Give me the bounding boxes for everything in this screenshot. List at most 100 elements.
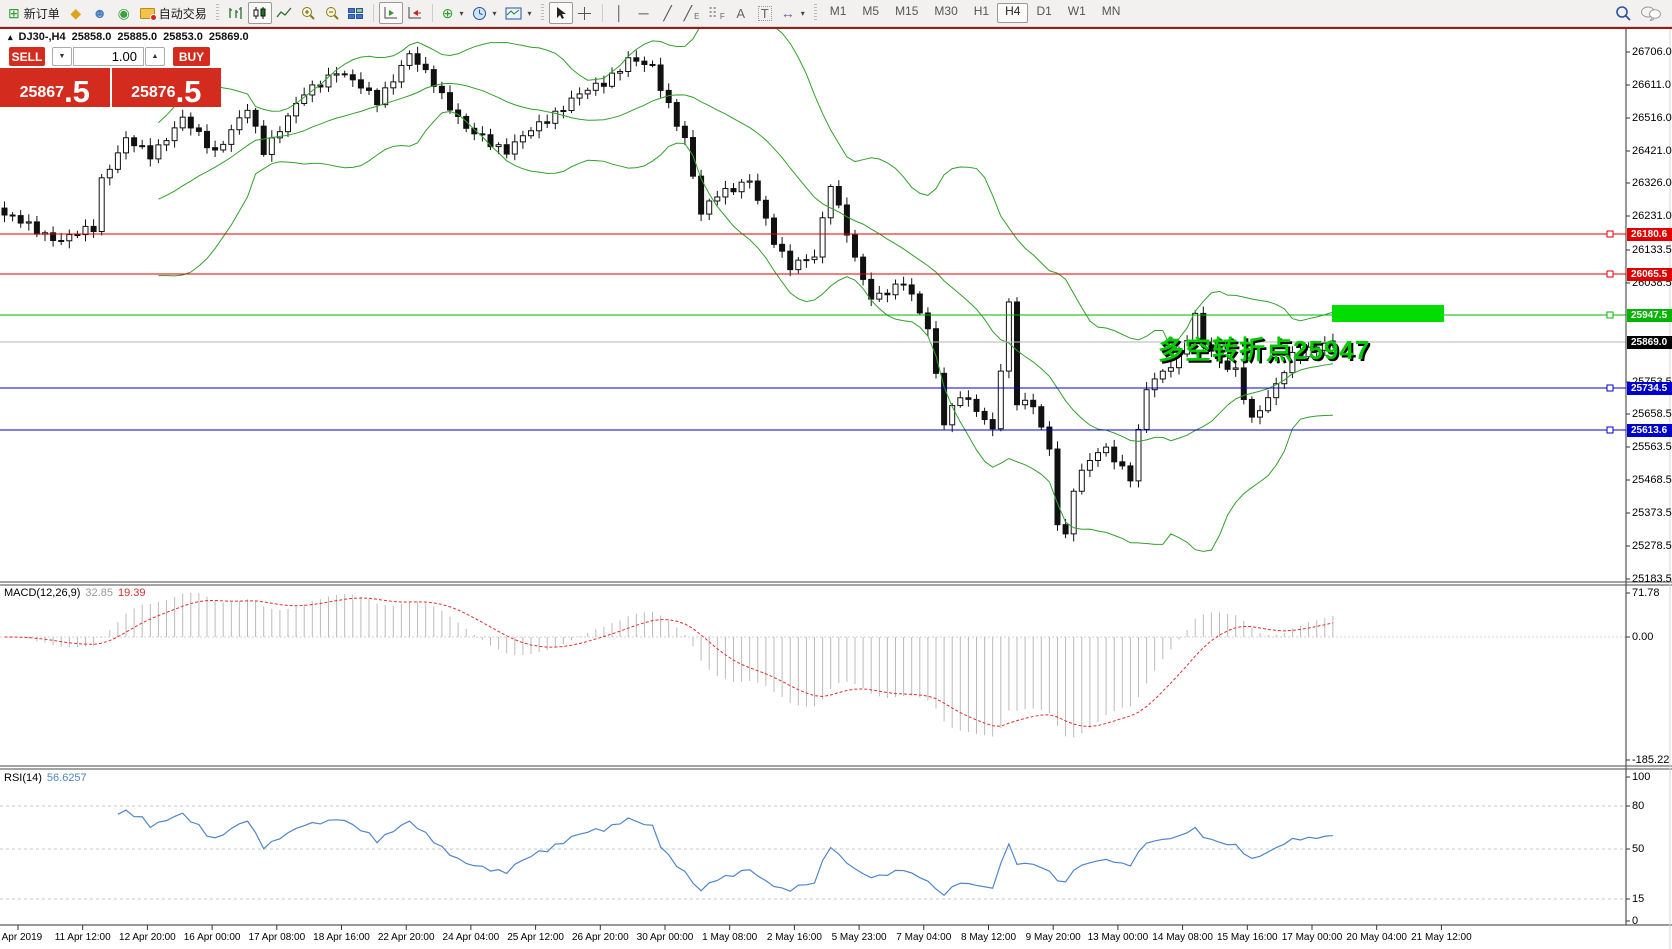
market-button[interactable]: ◆ <box>64 2 88 24</box>
price-tick-label: 25278.5 <box>1632 540 1672 552</box>
line-chart-button[interactable] <box>272 2 296 24</box>
trendline-tool[interactable]: ╱ <box>656 2 680 24</box>
fibonacci-icon: ⠿ <box>707 5 718 21</box>
line-chart-icon <box>276 7 292 18</box>
toolbar-separator <box>372 4 374 22</box>
timeframe-h4[interactable]: H4 <box>997 3 1029 23</box>
new-order-button[interactable]: ⊞ 新订单 <box>4 2 64 24</box>
auto-scroll-icon <box>384 7 397 19</box>
timeframe-m30[interactable]: M30 <box>934 4 958 18</box>
text-label-tool[interactable]: T <box>753 2 777 24</box>
timeframe-w1[interactable]: W1 <box>1067 4 1086 18</box>
sell-price-main: 25867 <box>19 84 65 101</box>
time-axis-label: 20 May 04:00 <box>1346 932 1407 943</box>
zoom-in-button[interactable] <box>296 2 320 24</box>
algo-trading-icon <box>139 7 157 21</box>
algo-stop-badge <box>149 13 157 21</box>
chat-icon[interactable] <box>1640 6 1662 21</box>
sell-quote[interactable]: 25867.5 <box>0 68 110 107</box>
time-axis-label: 9 May 20:00 <box>1025 932 1081 943</box>
bar-chart-button[interactable] <box>224 2 248 24</box>
price-level-tag: 25947.5 <box>1627 308 1672 322</box>
chart-shift-icon <box>408 7 421 19</box>
time-axis-label: 15 May 16:00 <box>1216 932 1278 943</box>
new-order-icon: ⊞ <box>8 5 20 21</box>
cursor-tool-button[interactable] <box>548 2 573 24</box>
community-button[interactable]: ☻ <box>88 2 112 24</box>
auto-scroll-button[interactable] <box>378 2 403 24</box>
sell-button[interactable]: SELL <box>9 47 45 66</box>
crosshair-icon <box>578 6 592 20</box>
tile-windows-button[interactable] <box>344 2 368 24</box>
ohlc-open: 25858.0 <box>71 31 112 43</box>
ohlc-low: 25853.0 <box>163 31 203 43</box>
price-tick-label: 25658.5 <box>1632 408 1672 420</box>
price-level-tag: 26065.5 <box>1627 267 1672 281</box>
timeframe-m15[interactable]: M15 <box>895 4 919 18</box>
indicator-axis-label: 0 <box>1632 915 1639 927</box>
vertical-line-tool[interactable]: │ <box>608 2 632 24</box>
template-icon <box>505 7 522 19</box>
timeframe-h1[interactable]: H1 <box>973 4 990 18</box>
horizontal-line-tool[interactable]: ─ <box>632 2 656 24</box>
chevron-down-icon: ▾ <box>800 8 805 18</box>
sell-price-fraction: .5 <box>64 73 90 109</box>
quote-banner: 25867.5 25876.5 <box>0 68 221 107</box>
volume-decrease-button[interactable]: ▼ <box>52 47 72 66</box>
candlestick-chart-button[interactable] <box>247 2 272 24</box>
chevron-down-icon: ▾ <box>527 8 532 18</box>
price-tick-label: 26706.0 <box>1632 46 1672 58</box>
rsi-name: RSI(14) <box>4 772 42 784</box>
chart-annotation-text[interactable]: 多空转折点25947 <box>1158 335 1371 365</box>
time-axis-label: 22 Apr 20:00 <box>377 932 435 943</box>
volume-increase-button[interactable]: ▲ <box>145 47 165 66</box>
timeframe-mn[interactable]: MN <box>1101 4 1121 18</box>
add-indicator-button[interactable]: ⊕ ▾ <box>438 2 468 24</box>
chart-shift-button[interactable] <box>403 2 427 24</box>
cursor-icon <box>556 7 566 19</box>
signals-button[interactable]: ◉ <box>112 2 136 24</box>
ohlc-close: 25869.0 <box>208 31 249 43</box>
arrows-icon: ↔ <box>780 5 795 21</box>
volume-input[interactable]: 1.00 <box>73 47 144 66</box>
fibonacci-tool[interactable]: ⠿ F <box>704 2 729 24</box>
buy-button[interactable]: BUY <box>173 47 210 66</box>
time-axis-label: 26 Apr 20:00 <box>571 932 629 943</box>
time-axis-label: 11 Apr 12:00 <box>54 932 111 943</box>
time-axis-label: 16 Apr 00:00 <box>183 932 241 943</box>
timeframe-m1[interactable]: M1 <box>829 4 847 18</box>
panel-collapse-icon[interactable]: ▴ <box>8 31 13 42</box>
algo-trading-button[interactable]: 自动交易 <box>136 2 211 24</box>
indicator-axis-label: 0.00 <box>1632 631 1654 643</box>
algo-trading-label: 自动交易 <box>158 6 207 21</box>
main-toolbar: ⊞ 新订单 ◆ ☻ ◉ 自动交易 <box>0 0 1672 27</box>
highlight-rectangle[interactable] <box>1332 305 1444 322</box>
indicator-axis-label: 80 <box>1632 800 1645 812</box>
zoom-out-button[interactable] <box>320 2 344 24</box>
buy-quote[interactable]: 25876.5 <box>112 68 222 107</box>
quote-divider <box>109 68 112 107</box>
price-level-tag: 25734.5 <box>1627 381 1672 395</box>
periods-button[interactable]: ▾ <box>468 2 501 24</box>
toolbar-grip <box>812 4 818 22</box>
time-axis-label: 5 May 23:00 <box>831 932 887 943</box>
timeframe-m5[interactable]: M5 <box>862 4 880 18</box>
bar-chart-icon <box>229 7 242 19</box>
equidistant-channel-tool[interactable]: ╱ E <box>680 2 704 24</box>
search-icon[interactable] <box>1615 5 1632 21</box>
time-axis-label: 21 May 12:00 <box>1411 932 1472 943</box>
timeframe-group: M1 M5 M15 M30 H1 H4 D1 W1 MN <box>822 3 1129 23</box>
crosshair-tool-button[interactable] <box>573 2 597 24</box>
price-tick-label: 26421.0 <box>1632 145 1672 157</box>
timeframe-d1[interactable]: D1 <box>1036 4 1052 18</box>
time-axis-label: 8 May 12:00 <box>960 932 1017 943</box>
arrows-tool[interactable]: ↔ ▾ <box>777 2 809 24</box>
chevron-down-icon: ▾ <box>492 8 497 18</box>
macd-label: MACD(12,26,9) 32.85 19.39 <box>4 587 145 599</box>
templates-button[interactable]: ▾ <box>501 2 536 24</box>
time-axis-label: 14 May 08:00 <box>1152 932 1213 943</box>
zoom-out-icon <box>325 6 339 20</box>
text-tool[interactable]: A <box>729 2 753 24</box>
